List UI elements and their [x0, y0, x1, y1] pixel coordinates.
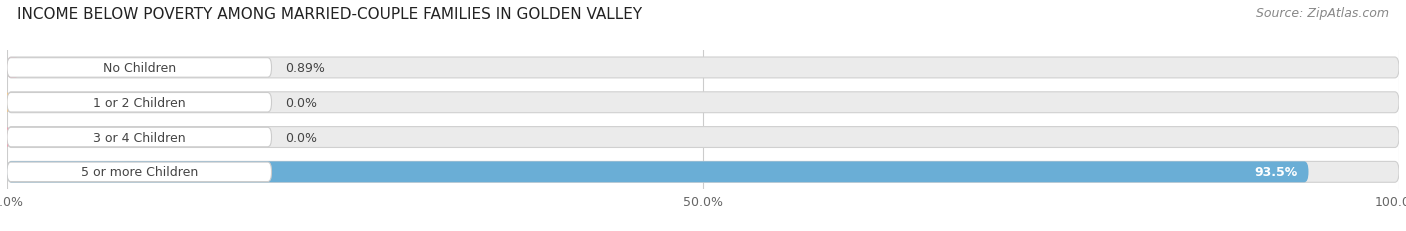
FancyBboxPatch shape: [7, 58, 1399, 79]
FancyBboxPatch shape: [7, 58, 271, 78]
FancyBboxPatch shape: [7, 92, 1399, 113]
Text: 93.5%: 93.5%: [1254, 166, 1298, 179]
Text: INCOME BELOW POVERTY AMONG MARRIED-COUPLE FAMILIES IN GOLDEN VALLEY: INCOME BELOW POVERTY AMONG MARRIED-COUPL…: [17, 7, 643, 22]
FancyBboxPatch shape: [7, 162, 1309, 182]
Text: No Children: No Children: [103, 62, 176, 75]
FancyBboxPatch shape: [7, 93, 271, 112]
Text: 0.0%: 0.0%: [285, 131, 318, 144]
Text: 1 or 2 Children: 1 or 2 Children: [93, 96, 186, 109]
FancyBboxPatch shape: [7, 162, 1399, 182]
FancyBboxPatch shape: [7, 58, 20, 79]
Text: 3 or 4 Children: 3 or 4 Children: [93, 131, 186, 144]
FancyBboxPatch shape: [7, 128, 271, 147]
Text: 5 or more Children: 5 or more Children: [80, 166, 198, 179]
FancyBboxPatch shape: [7, 127, 1399, 148]
FancyBboxPatch shape: [7, 162, 271, 182]
Text: Source: ZipAtlas.com: Source: ZipAtlas.com: [1256, 7, 1389, 20]
Circle shape: [3, 129, 11, 146]
Text: 0.89%: 0.89%: [285, 62, 325, 75]
Text: 0.0%: 0.0%: [285, 96, 318, 109]
Circle shape: [3, 94, 11, 112]
